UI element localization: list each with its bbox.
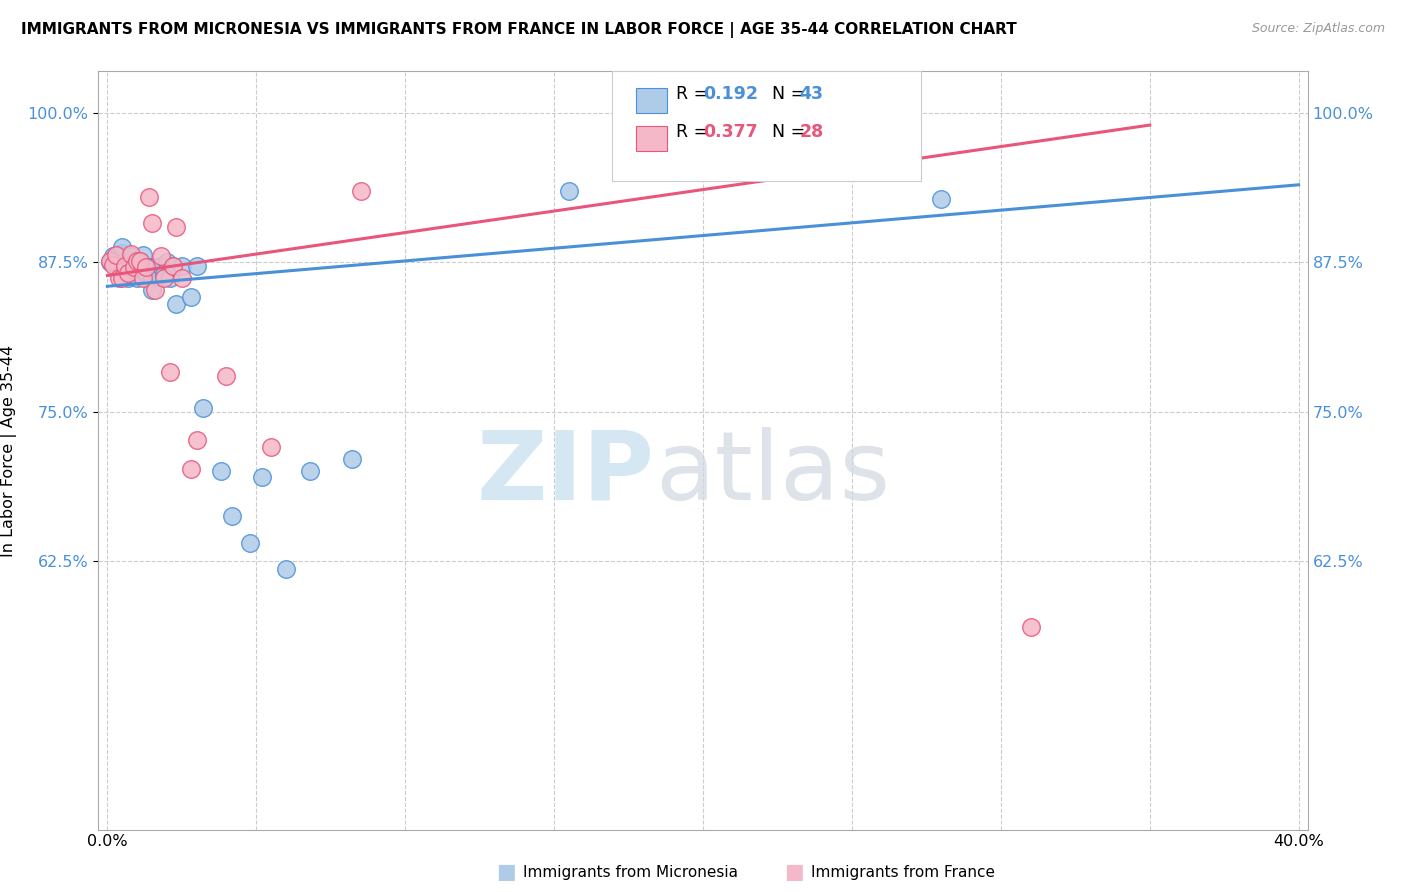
Text: ZIP: ZIP [477, 426, 655, 520]
Point [298, 464, 321, 478]
Text: Source: ZipAtlas.com: Source: ZipAtlas.com [1251, 22, 1385, 36]
Text: IMMIGRANTS FROM MICRONESIA VS IMMIGRANTS FROM FRANCE IN LABOR FORCE | AGE 35-44 : IMMIGRANTS FROM MICRONESIA VS IMMIGRANTS… [21, 22, 1017, 38]
Point [170, 259, 193, 273]
Point [108, 247, 131, 261]
Point [132, 271, 155, 285]
Point [132, 260, 155, 275]
Point [103, 249, 125, 263]
Point [221, 508, 243, 523]
Point [170, 271, 193, 285]
Point [117, 271, 139, 285]
Point [239, 536, 262, 550]
Point [180, 290, 202, 304]
Point [105, 254, 128, 268]
Point [135, 266, 157, 280]
Point [180, 462, 202, 476]
FancyBboxPatch shape [637, 127, 666, 151]
Y-axis label: In Labor Force | Age 35-44: In Labor Force | Age 35-44 [0, 344, 17, 557]
Point [143, 283, 166, 297]
Point [349, 184, 371, 198]
Point [138, 190, 160, 204]
Text: Immigrants from France: Immigrants from France [811, 865, 995, 880]
Point [141, 216, 163, 230]
Text: 0.192: 0.192 [703, 85, 758, 103]
Point [135, 260, 157, 275]
Point [127, 254, 149, 268]
Text: R =: R = [676, 85, 714, 103]
Point [141, 269, 163, 284]
Point [215, 368, 238, 383]
Point [111, 240, 134, 254]
Point [111, 245, 134, 260]
Point [162, 259, 184, 273]
FancyBboxPatch shape [613, 71, 921, 181]
Point [111, 271, 134, 285]
Text: N =: N = [761, 85, 811, 103]
Point [129, 259, 152, 273]
Point [260, 441, 283, 455]
Point [929, 192, 952, 206]
Point [143, 260, 166, 275]
Point [159, 365, 181, 379]
Point [129, 254, 152, 268]
FancyBboxPatch shape [637, 88, 666, 113]
Point [138, 260, 160, 275]
Text: Immigrants from Micronesia: Immigrants from Micronesia [523, 865, 738, 880]
Point [156, 255, 179, 269]
Point [159, 271, 181, 285]
Text: 28: 28 [800, 123, 824, 141]
Text: atlas: atlas [655, 426, 890, 520]
Point [98, 255, 121, 269]
Point [114, 259, 136, 273]
Point [105, 248, 128, 262]
Point [120, 249, 142, 263]
Point [127, 271, 149, 285]
Point [120, 247, 142, 261]
Point [186, 259, 208, 273]
Text: N =: N = [761, 123, 811, 141]
Point [274, 562, 297, 576]
Text: R =: R = [676, 123, 714, 141]
Point [141, 283, 163, 297]
Point [117, 252, 139, 267]
Point [114, 259, 136, 273]
Point [340, 452, 363, 467]
Point [108, 271, 131, 285]
Point [252, 470, 274, 484]
Point [191, 401, 214, 415]
Text: ■: ■ [785, 863, 804, 882]
Point [149, 249, 172, 263]
Point [98, 254, 121, 268]
Point [122, 260, 145, 275]
Point [146, 269, 169, 284]
Point [186, 434, 208, 448]
Point [117, 266, 139, 280]
Text: 43: 43 [800, 85, 824, 103]
Text: ■: ■ [496, 863, 516, 882]
Point [127, 254, 149, 268]
Point [129, 254, 152, 268]
Text: 0.377: 0.377 [703, 123, 758, 141]
Point [1019, 619, 1042, 633]
Point [122, 266, 145, 280]
Point [209, 464, 232, 478]
Point [558, 184, 581, 198]
Point [103, 258, 125, 272]
Point [149, 259, 172, 273]
Point [153, 271, 176, 285]
Point [165, 297, 187, 311]
Point [153, 268, 176, 282]
Point [135, 260, 157, 275]
Point [162, 259, 184, 273]
Point [165, 219, 187, 234]
Point [132, 248, 155, 262]
